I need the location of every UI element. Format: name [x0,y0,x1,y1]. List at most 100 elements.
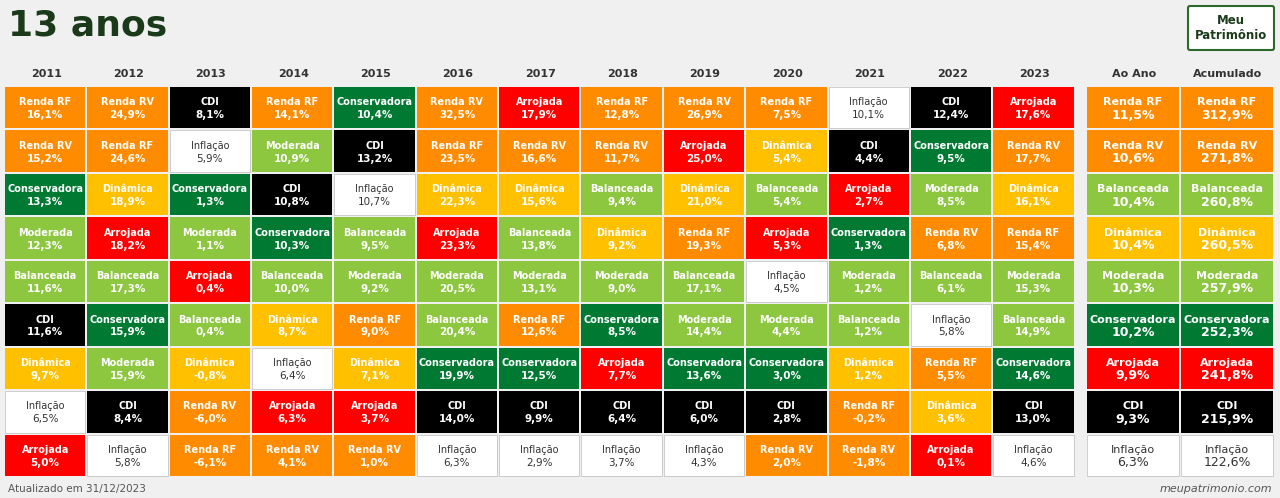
Text: 7,7%: 7,7% [607,371,636,381]
Text: 5,8%: 5,8% [938,327,964,338]
Text: 23,3%: 23,3% [439,241,475,250]
Bar [334,130,415,172]
Text: 260,5%: 260,5% [1201,239,1253,252]
Text: Dinâmica: Dinâmica [844,358,895,368]
Bar [1181,348,1274,389]
Text: 5,5%: 5,5% [937,371,965,381]
Bar [334,261,415,302]
Text: 257,9%: 257,9% [1201,282,1253,295]
Text: 9,0%: 9,0% [360,327,389,338]
Bar [334,217,415,259]
Text: 5,9%: 5,9% [197,153,223,164]
Text: 260,8%: 260,8% [1201,196,1253,209]
Bar [334,391,415,433]
Text: 17,3%: 17,3% [109,284,146,294]
Bar [581,348,662,389]
Bar [664,174,744,215]
Bar [417,348,497,389]
Bar [1087,391,1179,433]
Text: 4,6%: 4,6% [1020,458,1047,468]
Text: Conservadora: Conservadora [337,97,412,108]
Bar [170,391,250,433]
Text: Arrojada: Arrojada [681,141,728,151]
Bar [499,217,580,259]
Text: 9,5%: 9,5% [937,153,965,164]
Text: 13 anos: 13 anos [8,8,168,42]
Text: 2016: 2016 [443,69,474,79]
Text: CDI: CDI [448,401,466,411]
Bar [5,261,86,302]
Text: Renda RV: Renda RV [1007,141,1060,151]
Bar [993,174,1074,215]
Text: 13,1%: 13,1% [521,284,557,294]
Bar [746,217,827,259]
Text: 4,4%: 4,4% [854,153,883,164]
Bar [911,174,991,215]
Text: 22,3%: 22,3% [439,197,475,207]
Text: CDI: CDI [118,401,137,411]
Text: CDI: CDI [201,97,219,108]
Text: -6,0%: -6,0% [193,414,227,424]
Bar [828,304,909,346]
Bar [5,391,86,433]
Bar [499,130,580,172]
Bar [334,174,415,215]
Text: 17,9%: 17,9% [521,110,557,120]
Text: 11,7%: 11,7% [603,153,640,164]
Text: 9,9%: 9,9% [1116,370,1151,382]
Text: 16,1%: 16,1% [27,110,63,120]
Text: Inflação: Inflação [1204,445,1249,455]
Text: Renda RF: Renda RF [760,97,813,108]
Text: 2,9%: 2,9% [526,458,553,468]
Bar [1181,261,1274,302]
Bar [170,348,250,389]
Bar [87,174,168,215]
Text: 1,3%: 1,3% [196,197,224,207]
Text: Arrojada: Arrojada [928,445,975,455]
Bar [911,348,991,389]
Text: 14,4%: 14,4% [686,327,722,338]
Bar [417,87,497,128]
Bar [911,261,991,302]
Text: Inflação: Inflação [191,141,229,151]
Bar [252,261,333,302]
Text: Inflação: Inflação [685,445,723,455]
Text: 21,0%: 21,0% [686,197,722,207]
Bar [252,87,333,128]
Bar [87,130,168,172]
Text: Arrojada: Arrojada [186,271,233,281]
Text: Ao Ano: Ao Ano [1112,69,1156,79]
Bar [993,391,1074,433]
Bar [993,217,1074,259]
Text: 10,3%: 10,3% [1111,282,1155,295]
Bar [1181,435,1274,476]
Text: Balanceada: Balanceada [343,228,406,238]
Bar [993,348,1074,389]
Bar [911,130,991,172]
Bar [1087,217,1179,259]
Text: Moderada: Moderada [347,271,402,281]
Text: Renda RF: Renda RF [1103,97,1162,108]
Text: 2,7%: 2,7% [854,197,883,207]
Text: 1,3%: 1,3% [854,241,883,250]
Text: 9,4%: 9,4% [607,197,636,207]
Bar [664,435,744,476]
Text: 10,1%: 10,1% [852,110,886,120]
Bar [87,391,168,433]
Text: 10,9%: 10,9% [274,153,310,164]
Text: 12,4%: 12,4% [933,110,969,120]
Text: 4,1%: 4,1% [278,458,307,468]
Text: 2019: 2019 [690,69,721,79]
Bar [993,435,1074,476]
Text: Arrojada: Arrojada [433,228,480,238]
Text: 8,5%: 8,5% [937,197,965,207]
Text: Conservadora: Conservadora [90,315,165,325]
Text: Inflação: Inflação [26,401,64,411]
Bar [828,348,909,389]
Text: Moderada: Moderada [594,271,649,281]
Text: 8,5%: 8,5% [607,327,636,338]
Text: Arrojada: Arrojada [1106,358,1160,368]
Text: Dinâmica: Dinâmica [1009,184,1059,194]
Text: Conservadora: Conservadora [749,358,824,368]
Text: 6,0%: 6,0% [690,414,718,424]
